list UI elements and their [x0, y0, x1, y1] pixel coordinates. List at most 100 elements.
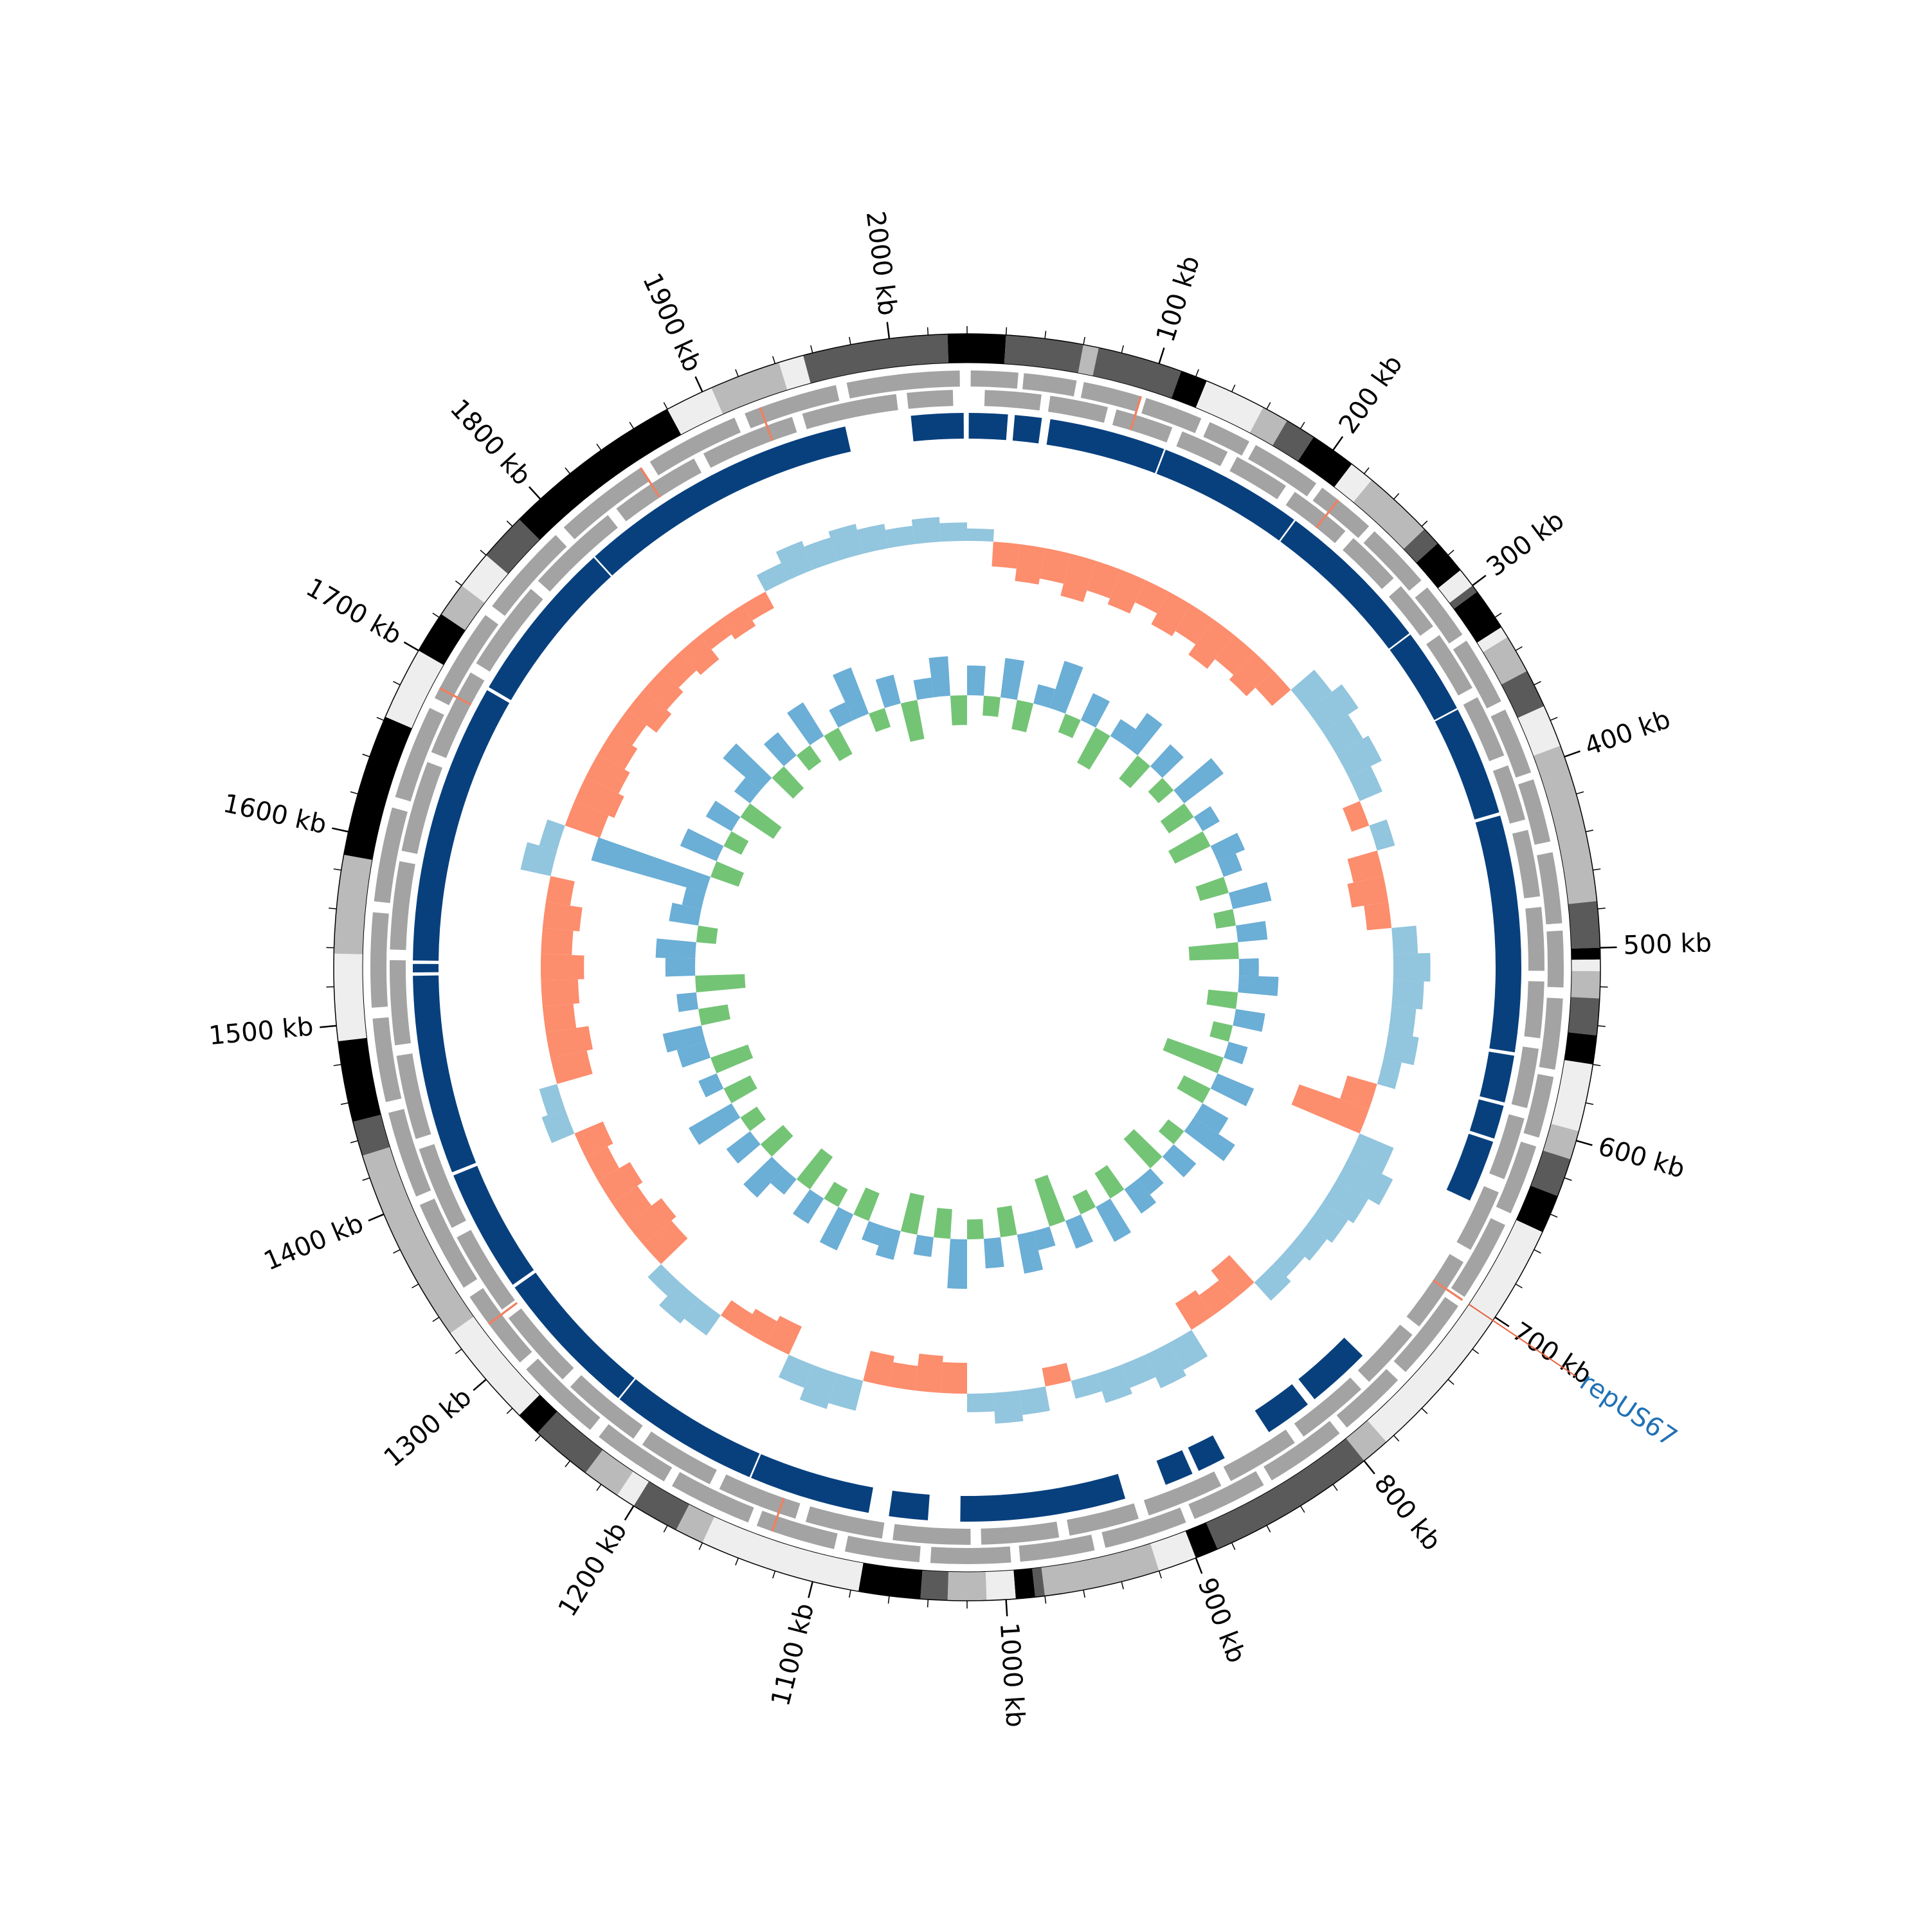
gc-skew-bar: [543, 1004, 576, 1033]
minor-tick: [350, 1141, 358, 1143]
minor-tick: [412, 1284, 419, 1288]
contig: [920, 1570, 948, 1600]
minor-tick: [1159, 1571, 1162, 1578]
gc-content-bar: [853, 1187, 880, 1221]
minor-tick: [888, 1596, 889, 1604]
gc-skew-bar: [539, 819, 565, 850]
gc-skew-bar: [1019, 1387, 1049, 1415]
major-tick: [808, 1581, 812, 1598]
gc-skew-bar: [912, 517, 941, 544]
minor-tick: [1472, 1349, 1479, 1354]
minor-tick: [597, 444, 601, 450]
gc-content-bar: [1177, 1075, 1210, 1104]
minor-tick: [699, 1543, 702, 1550]
minor-tick: [1448, 1380, 1454, 1385]
gc-content-bar: [1096, 1199, 1131, 1242]
minor-tick: [1448, 550, 1454, 555]
gc-content-bar: [797, 1149, 833, 1190]
contig: [338, 1038, 381, 1122]
minor-tick: [1232, 385, 1235, 392]
gc-skew-bar: [889, 1362, 918, 1390]
alignment-block: [1470, 1099, 1504, 1138]
annotation-label: repUS67: [1575, 1367, 1683, 1453]
gc-content-bar: [1195, 877, 1228, 900]
major-tick: [1006, 1599, 1008, 1616]
gc-content-bar: [764, 732, 797, 766]
gc-content-bar: [967, 666, 986, 696]
gc-content-bar: [666, 958, 695, 977]
gc-content-bar: [680, 828, 724, 861]
gc-content-bar: [950, 695, 967, 725]
alignment-block: [889, 1491, 930, 1520]
gc-skew-bar: [1364, 902, 1391, 930]
tick-label: 2000 kb: [860, 210, 903, 317]
minor-tick: [350, 792, 358, 794]
gc-content-bar: [824, 727, 852, 761]
gc-skew-bar: [1391, 925, 1418, 954]
minor-tick: [507, 521, 512, 526]
alignment-block: [911, 413, 964, 441]
gene-forward: [1546, 931, 1564, 988]
major-tick: [404, 642, 419, 651]
gc-content-bar: [797, 745, 822, 771]
minor-tick: [455, 1349, 462, 1354]
gc-content-bar: [723, 832, 748, 855]
gc-content-bar: [1073, 1190, 1096, 1215]
minor-tick: [1267, 403, 1271, 410]
major-tick: [1196, 1558, 1202, 1573]
contig: [1568, 997, 1600, 1035]
gc-skew-bar: [1071, 1374, 1102, 1399]
gc-content-bar: [1194, 806, 1220, 831]
gc-content-bar: [1206, 990, 1238, 1009]
minor-tick: [811, 345, 813, 353]
gc-content-bar: [1035, 1175, 1065, 1226]
contig: [1354, 480, 1425, 549]
minor-tick: [334, 869, 341, 870]
gc-skew-bar: [1369, 819, 1395, 850]
contig: [1571, 960, 1600, 971]
tick-label: 200 kb: [1334, 350, 1409, 439]
minor-tick: [433, 613, 439, 617]
gc-content-bar: [1001, 658, 1024, 700]
gc-skew-bar: [541, 980, 579, 1007]
gc-content-bar: [698, 1073, 723, 1097]
minor-tick: [1301, 422, 1305, 428]
minor-tick: [736, 1558, 738, 1565]
gc-content-bar: [1119, 755, 1150, 788]
gc-content-bar: [1094, 1165, 1124, 1199]
minor-tick: [629, 422, 633, 428]
alignment-block: [1013, 415, 1042, 443]
tick-label: 1100 kb: [766, 1600, 820, 1709]
contig: [1564, 1032, 1597, 1064]
major-tick: [320, 1026, 336, 1027]
alignment-block: [1480, 1052, 1514, 1102]
contig: [1571, 948, 1600, 960]
tick-label: 600 kb: [1595, 1131, 1688, 1184]
gc-content-bar: [1229, 882, 1272, 909]
gene-reverse: [390, 960, 411, 1045]
gc-content-bar: [1163, 1144, 1197, 1177]
major-tick: [1472, 576, 1486, 586]
tick-label: 1500 kb: [208, 1012, 315, 1051]
minor-tick: [455, 581, 462, 585]
alignment-block: [1476, 816, 1521, 1052]
gc-skew-bar: [1388, 1007, 1416, 1036]
gene-reverse: [892, 1524, 970, 1545]
major-tick: [1564, 751, 1580, 757]
minor-tick: [1006, 327, 1007, 335]
contig: [334, 954, 367, 1041]
minor-tick: [664, 1526, 667, 1533]
gc-content-bar: [1238, 976, 1278, 996]
tick-label: 1700 kb: [301, 572, 406, 650]
minor-tick: [1598, 908, 1606, 909]
minor-tick: [1422, 521, 1427, 526]
gc-content-bar: [723, 1075, 757, 1104]
contig: [986, 1570, 1016, 1600]
gc-content-bar: [1150, 744, 1184, 778]
gc-content-bar: [1123, 1129, 1162, 1169]
alignment-block: [413, 964, 439, 972]
gc-skew-bar: [939, 522, 967, 542]
minor-tick: [1394, 1435, 1399, 1441]
gc-content-bar: [727, 1131, 761, 1163]
